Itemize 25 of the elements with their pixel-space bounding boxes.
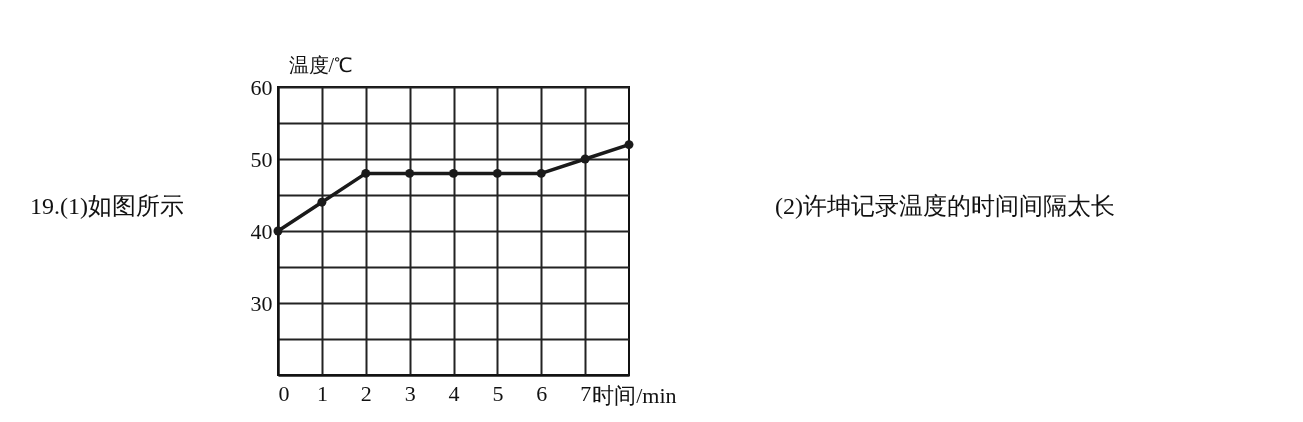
point xyxy=(361,168,371,178)
point xyxy=(536,168,546,178)
x-tick-label: 6 xyxy=(536,380,548,406)
x-tick-label: 1 xyxy=(316,380,328,406)
y-tick-label: 30 xyxy=(250,290,273,316)
x-tick-label: 7 xyxy=(580,380,592,406)
x-axis-title: 时间/min xyxy=(592,382,677,408)
y-tick-label: 50 xyxy=(250,146,273,172)
text: (2)许坤记录温度的时间间隔太长 xyxy=(775,192,1115,221)
y-tick-label: 60 xyxy=(250,74,273,100)
point xyxy=(449,168,458,178)
y-tick-label: 40 xyxy=(250,218,273,244)
x-tick-label: 4 xyxy=(448,380,460,406)
text: 19.(1)如图所示 xyxy=(30,192,184,221)
x-tick-label: 2 xyxy=(360,380,372,406)
x-tick-label: 5 xyxy=(492,380,504,406)
point xyxy=(405,168,415,178)
point xyxy=(492,168,502,178)
x-tick-label: 0 xyxy=(278,380,290,406)
point xyxy=(317,197,327,207)
x-tick-label: 3 xyxy=(404,380,416,406)
point xyxy=(580,154,590,164)
point xyxy=(624,140,634,150)
y-axis-title: 温度/℃ xyxy=(288,53,353,76)
point xyxy=(273,226,283,236)
